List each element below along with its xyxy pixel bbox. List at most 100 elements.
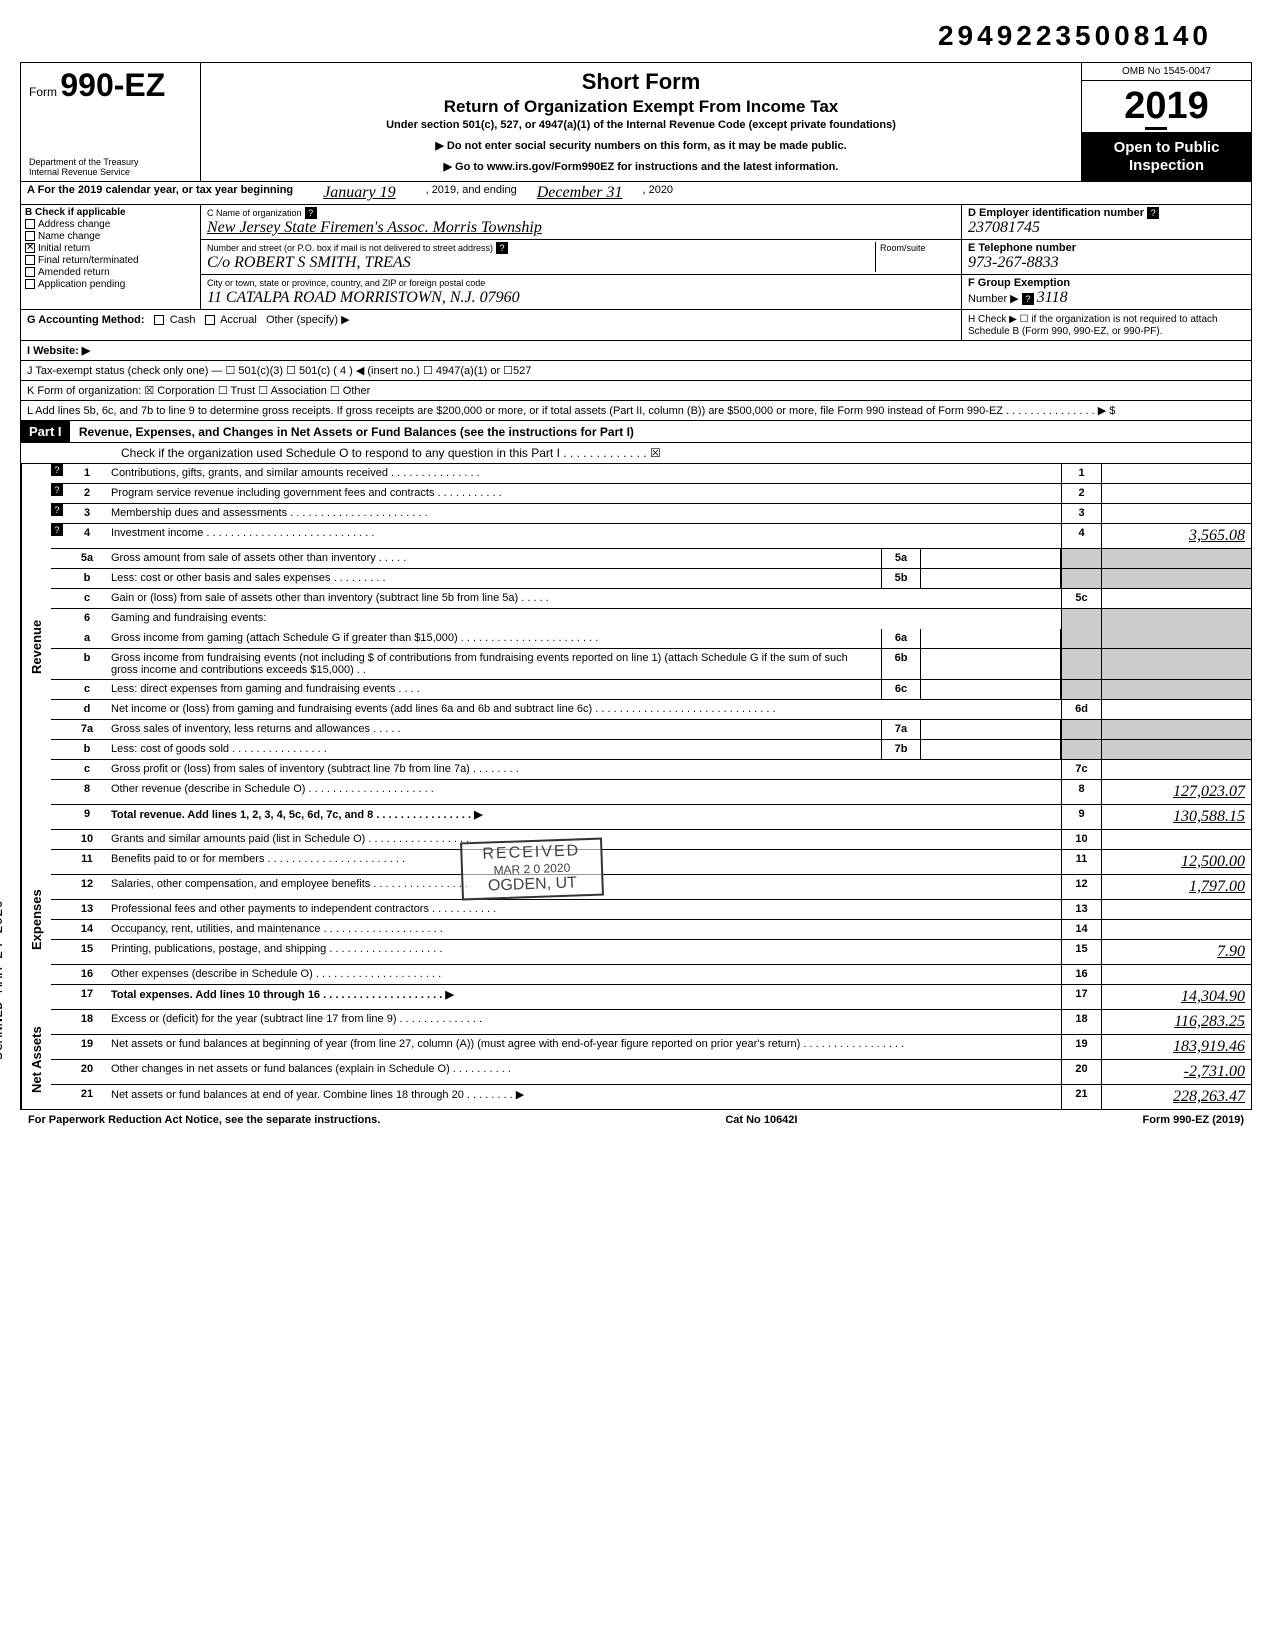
lv20: -2,731.00	[1101, 1060, 1251, 1084]
org-name: New Jersey State Firemen's Assoc. Morris…	[207, 219, 542, 236]
ld5b: Less: cost or other basis and sales expe…	[107, 569, 881, 588]
lv4: 3,565.08	[1101, 524, 1251, 548]
org-addr: C/o ROBERT S SMITH, TREAS	[207, 254, 411, 271]
le9: 9	[1061, 805, 1101, 829]
ld13: Professional fees and other payments to …	[107, 900, 1061, 919]
ln21: 21	[67, 1085, 107, 1109]
ld21: Net assets or fund balances at end of ye…	[107, 1085, 1061, 1109]
lv6	[1101, 609, 1251, 629]
note-url: ▶ Go to www.irs.gov/Form990EZ for instru…	[211, 160, 1071, 173]
i-label: I Website: ▶	[27, 344, 90, 357]
bcdef-block: B Check if applicable Address change Nam…	[21, 205, 1251, 310]
line-j: J Tax-exempt status (check only one) — ☐…	[21, 361, 1251, 381]
line-a-label: A For the 2019 calendar year, or tax yea…	[27, 184, 293, 196]
le7a	[1061, 720, 1101, 739]
ld6c: Less: direct expenses from gaming and fu…	[107, 680, 881, 699]
short-form-title: Short Form	[211, 69, 1071, 95]
le6	[1061, 609, 1101, 629]
cb-final: Final return/terminated	[38, 255, 139, 266]
le18: 18	[1061, 1010, 1101, 1034]
help-icon: ?	[1022, 293, 1034, 305]
lmv7a	[921, 720, 1061, 739]
lv7b	[1101, 740, 1251, 759]
le20: 20	[1061, 1060, 1101, 1084]
box-b: B Check if applicable Address change Nam…	[21, 205, 201, 309]
c-city-label: City or town, state or province, country…	[207, 278, 485, 288]
lv6b	[1101, 649, 1251, 679]
ln17: 17	[67, 985, 107, 1009]
le12: 12	[1061, 875, 1101, 899]
lmv7b	[921, 740, 1061, 759]
ln20: 20	[67, 1060, 107, 1084]
ld4: Investment income . . . . . . . . . . . …	[107, 524, 1061, 548]
lm5a: 5a	[881, 549, 921, 568]
ld5a: Gross amount from sale of assets other t…	[107, 549, 881, 568]
le1: 1	[1061, 464, 1101, 483]
lv13	[1101, 900, 1251, 919]
lv14	[1101, 920, 1251, 939]
tax-year: 20201919	[1082, 81, 1251, 133]
lv10	[1101, 830, 1251, 849]
lv3	[1101, 504, 1251, 523]
ln5a: 5a	[67, 549, 107, 568]
ln8: 8	[67, 780, 107, 804]
part1-label: Part I	[21, 421, 70, 442]
line-k: K Form of organization: ☒ Corporation ☐ …	[21, 381, 1251, 401]
ln16: 16	[67, 965, 107, 984]
expenses-label: Expenses	[21, 830, 51, 1010]
lv19: 183,919.46	[1101, 1035, 1251, 1059]
box-def: D Employer identification number ? 23708…	[961, 205, 1251, 309]
ld6a: Gross income from gaming (attach Schedul…	[107, 629, 881, 648]
ln6: 6	[67, 609, 107, 629]
lmv6b	[921, 649, 1061, 679]
le19: 19	[1061, 1035, 1101, 1059]
ln14: 14	[67, 920, 107, 939]
lv11: 12,500.00	[1101, 850, 1251, 874]
le5c: 5c	[1061, 589, 1101, 608]
help-icon: ?	[496, 242, 508, 254]
ln5b: b	[67, 569, 107, 588]
lv17: 14,304.90	[1101, 985, 1251, 1009]
cb-address: Address change	[38, 219, 110, 230]
footer: For Paperwork Reduction Act Notice, see …	[20, 1110, 1252, 1130]
revenue-label: Revenue	[21, 464, 51, 830]
lm6b: 6b	[881, 649, 921, 679]
le6a	[1061, 629, 1101, 648]
e-label: E Telephone number	[968, 242, 1076, 254]
form-id-number: 29492235008140	[20, 20, 1252, 52]
ln6a: a	[67, 629, 107, 648]
lm7a: 7a	[881, 720, 921, 739]
j-text: J Tax-exempt status (check only one) — ☐…	[27, 364, 531, 377]
subtitle: Under section 501(c), 527, or 4947(a)(1)…	[211, 119, 1071, 131]
omb-number: OMB No 1545-0047	[1082, 63, 1251, 81]
cb-pending: Application pending	[38, 279, 125, 290]
lv7c	[1101, 760, 1251, 779]
ld6b: Gross income from fundraising events (no…	[107, 649, 881, 679]
le11: 11	[1061, 850, 1101, 874]
lv15: 7.90	[1101, 940, 1251, 964]
le6b	[1061, 649, 1101, 679]
ln11: 11	[67, 850, 107, 874]
lv6a	[1101, 629, 1251, 648]
ld1: Contributions, gifts, grants, and simila…	[107, 464, 1061, 483]
ld7c: Gross profit or (loss) from sales of inv…	[107, 760, 1061, 779]
expenses-section: Expenses 10Grants and similar amounts pa…	[21, 830, 1251, 1010]
lv5c	[1101, 589, 1251, 608]
le13: 13	[1061, 900, 1101, 919]
lv2	[1101, 484, 1251, 503]
lv8: 127,023.07	[1101, 780, 1251, 804]
ln13: 13	[67, 900, 107, 919]
ln6c: c	[67, 680, 107, 699]
k-text: K Form of organization: ☒ Corporation ☐ …	[27, 384, 370, 397]
le2: 2	[1061, 484, 1101, 503]
c-name-label: C Name of organization	[207, 208, 302, 218]
le6c	[1061, 680, 1101, 699]
lv5a	[1101, 549, 1251, 568]
g-cash: Cash	[170, 314, 196, 326]
year-cell: OMB No 1545-0047 20201919 Open to Public…	[1081, 63, 1251, 181]
box-b-title: B Check if applicable	[25, 207, 126, 218]
l-text: L Add lines 5b, 6c, and 7b to line 9 to …	[27, 404, 1115, 417]
lmv5a	[921, 549, 1061, 568]
netassets-label: Net Assets	[21, 1010, 51, 1109]
group-exemption: 3118	[1037, 289, 1068, 306]
